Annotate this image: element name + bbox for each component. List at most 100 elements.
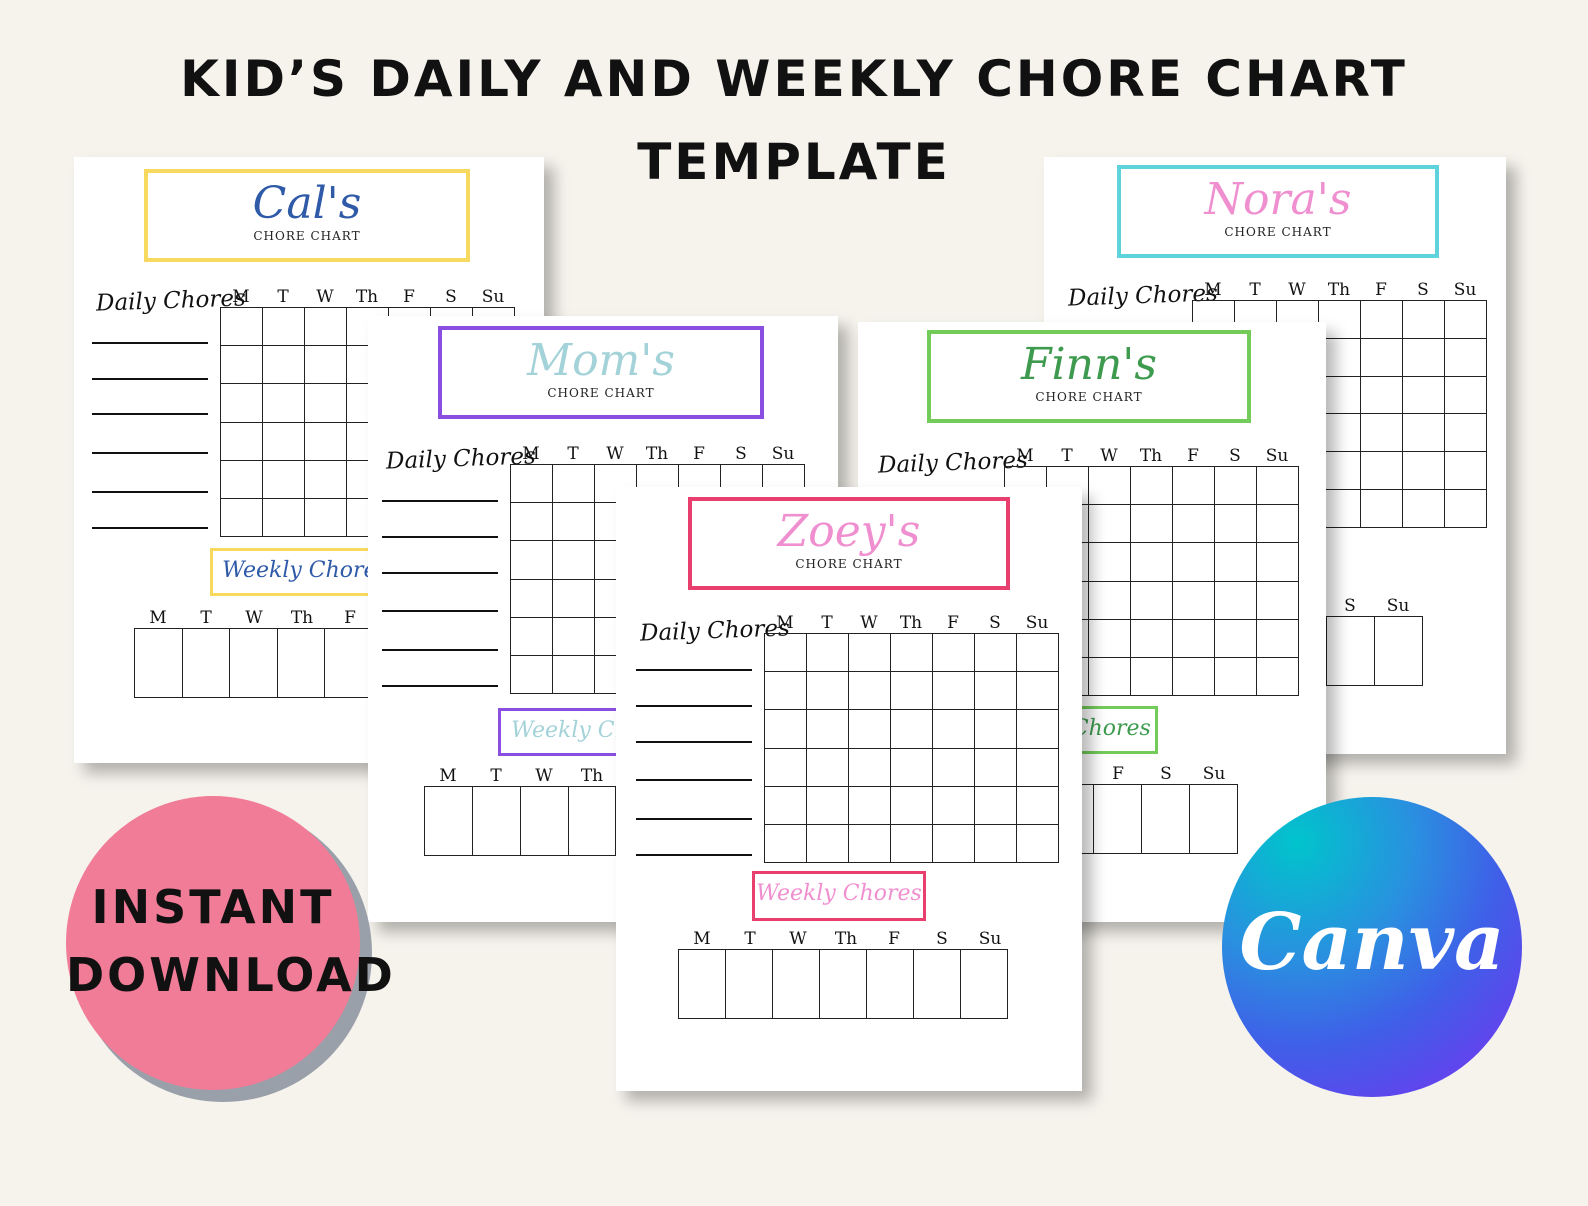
chore-cell <box>933 786 975 825</box>
day-label: T <box>821 613 833 633</box>
chore-cell <box>1445 338 1487 377</box>
chore-cell <box>1089 619 1131 658</box>
chore-cell <box>221 346 263 385</box>
chore-line <box>92 527 208 529</box>
chore-cell <box>553 617 595 656</box>
chore-cell <box>553 465 595 504</box>
chore-cell <box>891 634 933 673</box>
chore-cell <box>1173 657 1215 696</box>
chore-cell <box>511 503 553 542</box>
day-label: W <box>789 929 807 949</box>
chore-cell <box>553 541 595 580</box>
chore-cell <box>807 710 849 749</box>
instant-download-badge: Instant Download <box>66 796 393 1090</box>
chore-cell <box>765 748 807 787</box>
day-label: Su <box>1025 613 1049 633</box>
day-label: F <box>1187 446 1199 466</box>
chore-cell <box>305 308 347 347</box>
chore-cell <box>914 950 961 1019</box>
chore-cell <box>1319 490 1361 528</box>
day-label: S <box>445 287 457 307</box>
chore-cell <box>975 786 1017 825</box>
chore-cell <box>1131 467 1173 506</box>
chore-line <box>92 378 208 380</box>
chore-cell <box>305 346 347 385</box>
daily-day-headers: M T W Th F S Su <box>764 613 1058 633</box>
chore-cell <box>1173 619 1215 658</box>
chore-cell <box>1361 301 1403 339</box>
chore-cell <box>263 384 305 423</box>
day-label: Th <box>1327 280 1351 300</box>
chore-cell <box>1173 505 1215 544</box>
chore-line <box>382 649 498 651</box>
day-label: W <box>1100 446 1118 466</box>
chore-cell <box>765 672 807 711</box>
chore-line <box>636 669 752 671</box>
chore-cell <box>472 787 521 856</box>
weekly-chores-label: Weekly Chores <box>222 558 388 583</box>
chore-cell <box>553 503 595 542</box>
chore-cell <box>1257 619 1299 658</box>
chore-cell <box>1215 543 1257 582</box>
canva-logo: Canva <box>1222 797 1522 1097</box>
chore-cell <box>1375 617 1423 686</box>
day-label: S <box>1417 280 1429 300</box>
weekly-chores-label: Weekly Chores <box>756 881 922 906</box>
chore-cell <box>1089 543 1131 582</box>
name-box-finn: Finn's CHORE CHART <box>927 330 1251 423</box>
chore-cell <box>1017 824 1059 863</box>
chore-cell <box>553 655 595 694</box>
chore-cell <box>1089 581 1131 620</box>
chore-cell <box>1017 672 1059 711</box>
weekly-chore-grid <box>678 949 1008 1019</box>
chore-cell <box>221 422 263 461</box>
day-label: Th <box>834 929 858 949</box>
chore-cell <box>773 950 820 1019</box>
chore-cell <box>1173 581 1215 620</box>
sheet-name-finn: Finn's <box>1021 339 1157 390</box>
page-title-line-2: Template <box>637 133 951 191</box>
day-label: Su <box>1265 446 1289 466</box>
chore-cell <box>221 498 263 537</box>
sheet-name-cal: Cal's <box>252 178 362 229</box>
chore-cell <box>263 498 305 537</box>
chore-cell <box>1361 452 1403 491</box>
chore-cell <box>263 460 305 499</box>
chore-cell <box>1257 657 1299 696</box>
chore-cell <box>1403 490 1445 528</box>
chore-cell <box>1403 301 1445 339</box>
page-title-line-1: Kid’s Daily and Weekly Chore Chart <box>180 50 1408 108</box>
day-label: T <box>567 444 579 464</box>
chore-cell <box>1257 543 1299 582</box>
chore-cell <box>849 672 891 711</box>
chore-cell <box>891 748 933 787</box>
day-label: S <box>1229 446 1241 466</box>
chore-cell <box>975 748 1017 787</box>
chore-cell <box>975 634 1017 673</box>
chore-cell <box>1319 414 1361 453</box>
chore-cell <box>263 346 305 385</box>
chore-cell <box>511 579 553 618</box>
chore-cell <box>1215 619 1257 658</box>
name-box-cal: Cal's CHORE CHART <box>144 169 470 262</box>
chore-cell <box>679 950 726 1019</box>
day-label: M <box>439 766 457 786</box>
sheet-name-mom: Mom's <box>527 335 675 386</box>
chore-cell <box>1445 376 1487 415</box>
day-label: S <box>1344 596 1356 616</box>
day-label: T <box>1061 446 1073 466</box>
chore-line <box>636 854 752 856</box>
day-label: Su <box>481 287 505 307</box>
name-box-nora: Nora's CHORE CHART <box>1117 165 1439 258</box>
weekly-chores-box-zoey: Weekly Chores <box>752 871 926 921</box>
chore-cell <box>891 824 933 863</box>
chore-cell <box>1089 467 1131 506</box>
chore-cell <box>1215 505 1257 544</box>
day-label: M <box>693 929 711 949</box>
day-label: M <box>149 608 167 628</box>
chore-cell <box>867 950 914 1019</box>
chore-cell <box>1361 414 1403 453</box>
day-label: F <box>888 929 900 949</box>
chore-cell <box>221 308 263 347</box>
chore-cell <box>1131 505 1173 544</box>
